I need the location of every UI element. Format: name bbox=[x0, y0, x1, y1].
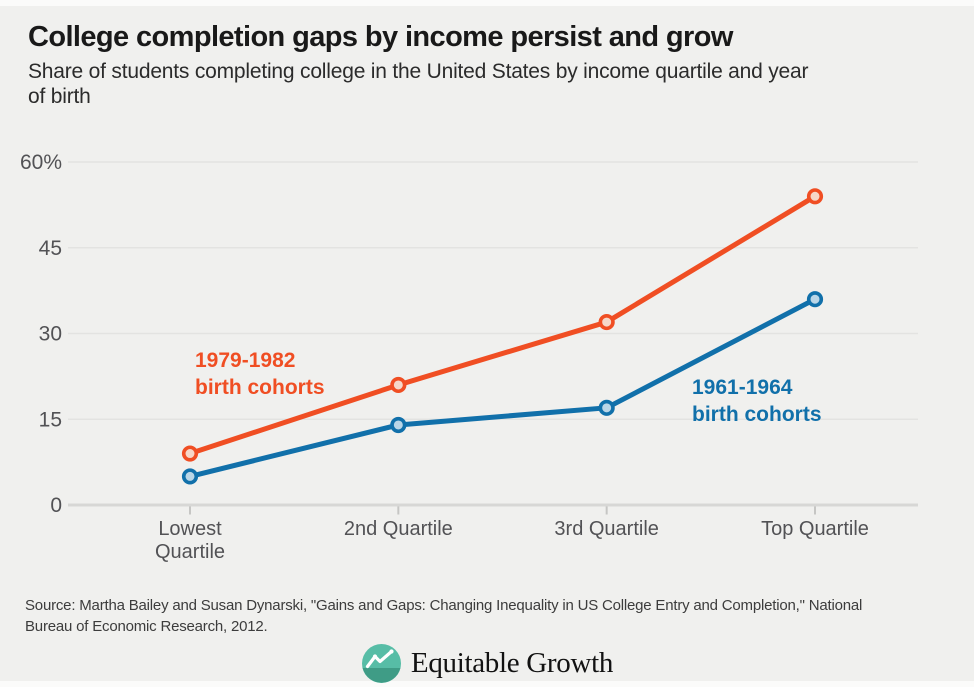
data-point-1-0 bbox=[181, 468, 199, 485]
chart-background bbox=[0, 6, 974, 681]
x-axis-label: Lowest Quartile bbox=[155, 518, 225, 563]
source-note-line-1: Source: Martha Bailey and Susan Dynarski… bbox=[25, 597, 863, 614]
y-axis-label: 0 bbox=[50, 494, 62, 517]
logo-wordmark: Equitable Growth bbox=[410, 646, 614, 679]
y-axis-label: 60% bbox=[20, 151, 62, 174]
series-line-0 bbox=[187, 193, 818, 457]
data-point-1-3 bbox=[806, 291, 824, 308]
y-axis-label: 45 bbox=[39, 237, 62, 260]
data-point-0-3 bbox=[806, 188, 824, 205]
x-axis-label: Top Quartile bbox=[761, 518, 869, 540]
line-chart: 0 15 30 45 60% Lowest Quartile 2nd Quartile 3rd … bbox=[20, 151, 918, 563]
data-point-1-1 bbox=[390, 416, 407, 434]
x-axis-label: 3rd Quartile bbox=[554, 518, 659, 540]
source-note-line-2: Bureau of Economic Research, 2012. bbox=[25, 618, 268, 635]
x-axis-label: 2nd Quartile bbox=[344, 518, 453, 540]
data-point-0-2 bbox=[598, 313, 615, 331]
chart-subtitle-line-1: Share of students completing college in … bbox=[28, 60, 809, 83]
source-note: Source: Martha Bailey and Susan Dynarski… bbox=[25, 595, 955, 637]
chart-subtitle-line-2: of birth bbox=[28, 85, 91, 108]
logo-chart-icon bbox=[361, 643, 401, 683]
data-point-0-0 bbox=[181, 445, 199, 462]
series-label-1: 1961-1964 birth cohorts bbox=[692, 376, 822, 426]
y-axis-label: 15 bbox=[39, 408, 62, 431]
equitable-growth-logo: Equitable Growth bbox=[0, 641, 974, 685]
series-line-1 bbox=[187, 296, 818, 479]
chart-title: College completion gaps by income persis… bbox=[28, 21, 733, 53]
y-axis-label: 30 bbox=[39, 323, 62, 346]
data-point-1-2 bbox=[598, 399, 615, 416]
chart-subtitle: Share of students completing college in … bbox=[28, 59, 958, 109]
data-point-0-1 bbox=[390, 376, 407, 394]
series-label-0: 1979-1982 birth cohorts bbox=[195, 349, 325, 399]
